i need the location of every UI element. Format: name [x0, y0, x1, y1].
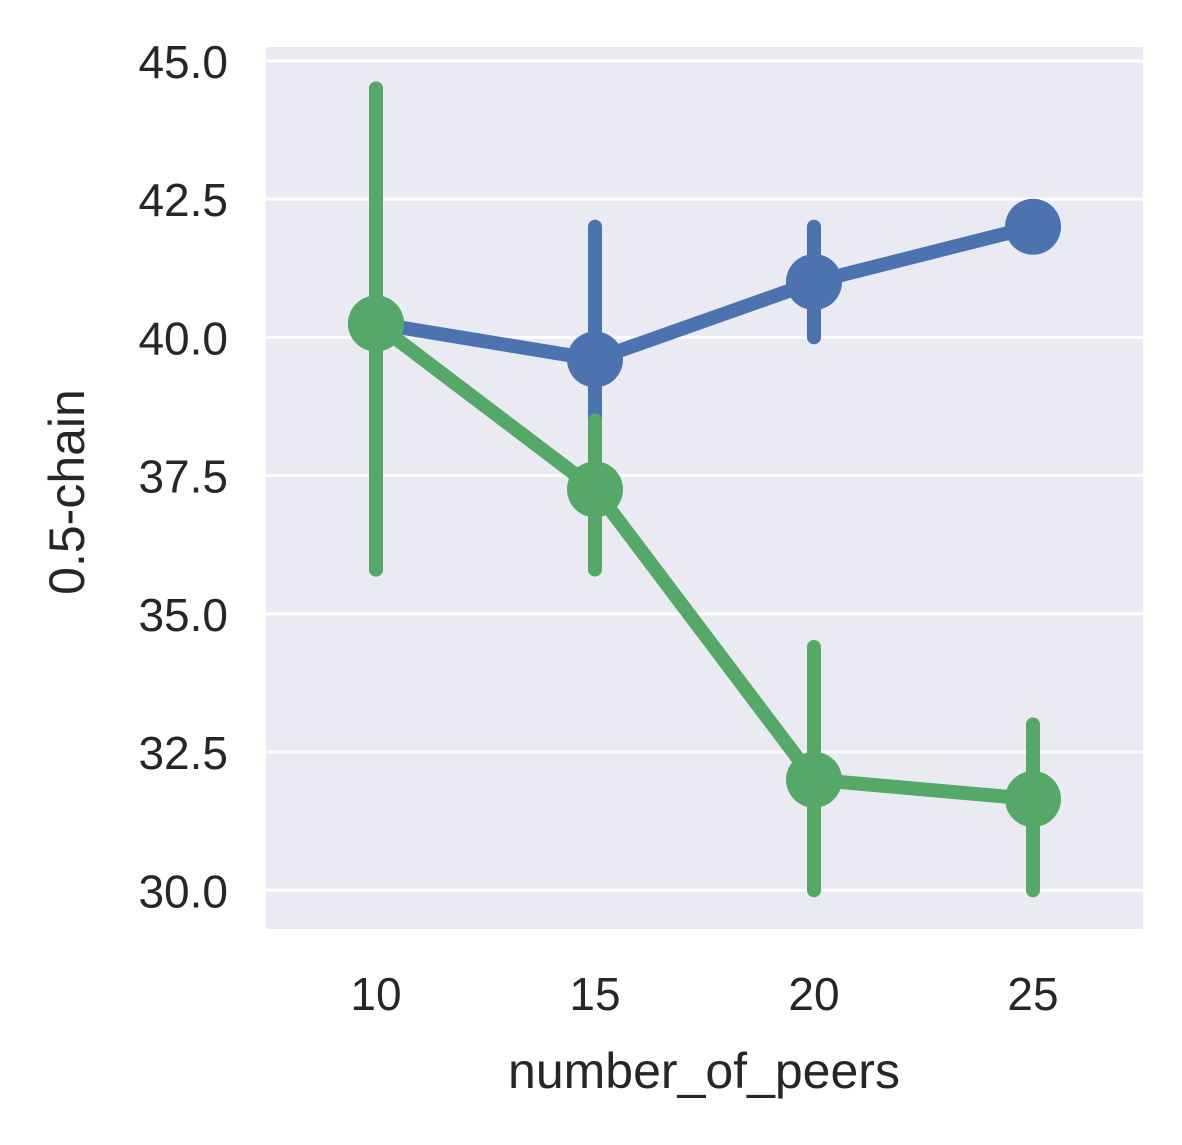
data-point [348, 295, 404, 352]
y-tick-label: 40.0 [138, 312, 228, 364]
x-axis-label: number_of_peers [508, 1043, 900, 1099]
data-point [1005, 771, 1061, 828]
y-tick-label: 30.0 [138, 865, 228, 917]
x-tick-label: 15 [569, 968, 620, 1020]
x-tick-labels: 10 15 20 25 [350, 968, 1058, 1020]
data-point [786, 751, 842, 808]
plot-background [266, 47, 1143, 929]
y-tick-labels: 30.0 32.5 35.0 37.5 40.0 42.5 45.0 [138, 36, 228, 917]
data-point [567, 331, 623, 388]
data-point [1005, 198, 1061, 255]
data-point [786, 254, 842, 311]
y-tick-label: 35.0 [138, 589, 228, 641]
y-tick-label: 32.5 [138, 727, 228, 779]
gridlines [266, 59, 1143, 892]
x-tick-label: 25 [1007, 968, 1058, 1020]
x-tick-label: 20 [788, 968, 839, 1020]
y-axis-label: 0.5-chain [39, 389, 95, 595]
series-group [348, 81, 1061, 898]
x-tick-label: 10 [350, 968, 401, 1020]
y-tick-label: 42.5 [138, 174, 228, 226]
data-point [567, 461, 623, 518]
series-line [369, 219, 1040, 367]
series-line [369, 316, 1040, 807]
y-tick-label: 45.0 [138, 36, 228, 88]
y-tick-label: 37.5 [138, 451, 228, 503]
series-2 [348, 81, 1061, 898]
